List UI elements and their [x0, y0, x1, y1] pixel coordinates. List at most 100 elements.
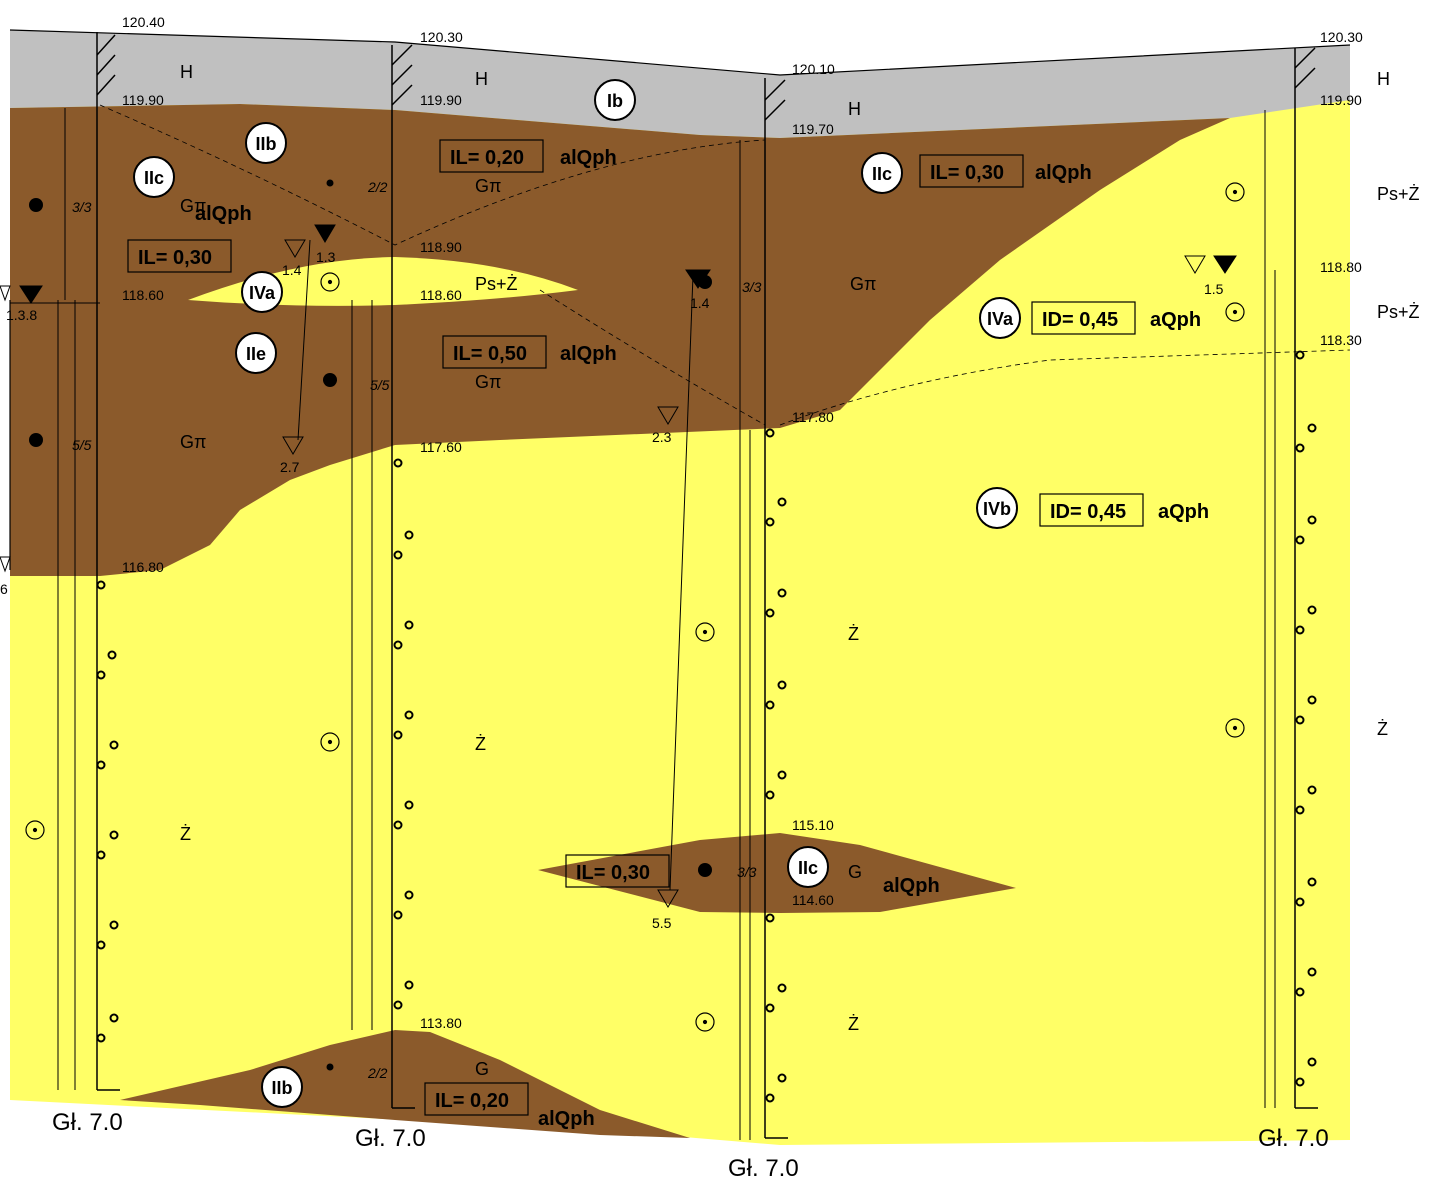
soil-H-4: H	[1377, 69, 1390, 89]
depth-1: Gł. 7.0	[52, 1109, 123, 1136]
cons-1: 3/3	[72, 199, 92, 215]
strat-3: alQph	[560, 343, 617, 365]
param-box-5	[1031, 301, 1136, 335]
cons-6: 3/3	[737, 864, 757, 880]
clay-lens-IIc	[538, 833, 1016, 913]
borehole-3	[669, 78, 788, 1140]
geo-circle-IVb	[976, 487, 1018, 529]
cons-5: 3/3	[742, 279, 762, 295]
water-levels	[0, 224, 1237, 908]
water-6: 5.5	[652, 915, 672, 931]
sand-symbols	[25, 182, 1245, 1032]
elev-b1-l2: 116.80	[122, 559, 164, 575]
soil-Gpi-2: Gπ	[180, 432, 206, 452]
soil-Gpi-4: Gπ	[475, 372, 501, 392]
fill-layer-H	[10, 30, 1350, 138]
soil-PsZ-1: Ps+Ż	[475, 274, 518, 294]
geo-IVa-2: IVa	[987, 309, 1014, 329]
strat-5: aQph	[1150, 309, 1201, 331]
param-IL-3: IL= 0,50	[453, 343, 527, 365]
geo-circle-IVa-1	[241, 271, 283, 313]
param-ID-2: ID= 0,45	[1050, 501, 1126, 523]
param-box-2	[127, 239, 232, 273]
strat-4: alQph	[1035, 162, 1092, 184]
elev-b2-top: 120.30	[420, 29, 463, 45]
geo-circle-IIe	[235, 332, 277, 374]
sample-dots	[29, 179, 712, 1071]
soil-Z-3: Ż	[848, 624, 859, 644]
depth-4: Gł. 7.0	[1258, 1125, 1329, 1152]
dashed-boundaries	[99, 104, 1351, 426]
soil-Z-5: Ż	[1377, 719, 1388, 739]
geo-circle-IIb-1	[245, 122, 287, 164]
param-ID-1: ID= 0,45	[1042, 309, 1118, 331]
elev-b4-h-base: 119.90	[1320, 92, 1362, 108]
cons-4: 5/5	[370, 377, 390, 393]
soil-H-1: H	[180, 62, 193, 82]
param-box-6	[1039, 493, 1144, 527]
water-5: 2.3	[652, 429, 672, 445]
water-1: 1.3	[316, 249, 336, 265]
soil-Z-4: Ż	[848, 1014, 859, 1034]
elev-b2-l1: 118.90	[420, 239, 462, 255]
sand-lens-upper	[188, 257, 578, 306]
soil-G-1: G	[848, 862, 862, 882]
geo-Ib: Ib	[607, 91, 623, 111]
elev-b2-l2: 118.60	[420, 287, 462, 303]
strat-6: aQph	[1158, 501, 1209, 523]
borehole-4	[1264, 47, 1318, 1109]
param-IL-2: IL= 0,30	[138, 247, 212, 269]
strat-2: alQph	[195, 203, 252, 225]
elev-b1-h-base: 119.90	[122, 92, 164, 108]
geo-circle-IIc-1	[133, 156, 175, 198]
geo-IIb-1: IIb	[256, 134, 277, 154]
param-IL-4: IL= 0,30	[930, 162, 1004, 184]
geo-IVa-1: IVa	[249, 283, 276, 303]
param-box-7	[565, 854, 670, 888]
geo-IVb: IVb	[983, 499, 1011, 519]
param-IL-5: IL= 0,30	[576, 862, 650, 884]
geo-IIc-2: IIc	[872, 164, 892, 184]
elev-b1-l1: 118.60	[122, 287, 164, 303]
elev-b2-l4: 113.80	[420, 1015, 462, 1031]
borehole-1	[9, 32, 120, 1091]
elev-b3-h-base: 119.70	[792, 121, 834, 137]
cons-3: 2/2	[367, 179, 388, 195]
geo-IIc-3: IIc	[798, 858, 818, 878]
param-box-3	[442, 335, 547, 369]
param-IL-1: IL= 0,20	[450, 147, 524, 169]
elev-b2-l3: 117.60	[420, 439, 462, 455]
clay-lens-IIb-lower	[120, 1030, 690, 1138]
param-IL-6: IL= 0,20	[435, 1090, 509, 1112]
soil-Z-1: Ż	[180, 824, 191, 844]
strat-7: alQph	[883, 875, 940, 897]
param-box-1	[439, 139, 544, 173]
depth-2: Gł. 7.0	[355, 1125, 426, 1152]
soil-Gpi-5: Gπ	[850, 274, 876, 294]
strat-1: alQph	[560, 147, 617, 169]
borehole-2	[297, 44, 415, 1109]
water-7: 1.5	[1204, 281, 1224, 297]
soil-H-3: H	[848, 99, 861, 119]
geo-IIe: IIe	[246, 344, 266, 364]
param-box-8	[424, 1082, 529, 1116]
soil-Z-2: Ż	[475, 734, 486, 754]
geo-circle-IIc-3	[787, 846, 829, 888]
elev-b4-l1: 118.80	[1320, 259, 1362, 275]
soil-G-2: G	[475, 1059, 489, 1079]
param-box-4	[919, 154, 1024, 188]
gravel-symbols	[96, 350, 1317, 1103]
elev-b4-top: 120.30	[1320, 29, 1363, 45]
elev-b4-l2: 118.30	[1320, 332, 1362, 348]
cons-7: 2/2	[367, 1065, 388, 1081]
elev-b1-top: 120.40	[122, 14, 165, 30]
geo-IIc-1: IIc	[144, 168, 164, 188]
soil-Gpi-3: Gπ	[475, 176, 501, 196]
geo-circle-IIb-2	[261, 1066, 303, 1108]
water-3: 2.7	[280, 459, 300, 475]
geo-IIb-2: IIb	[272, 1078, 293, 1098]
water-9: 6	[0, 581, 8, 597]
water-8: 1.3.8	[6, 307, 37, 323]
strat-8: alQph	[538, 1108, 595, 1130]
